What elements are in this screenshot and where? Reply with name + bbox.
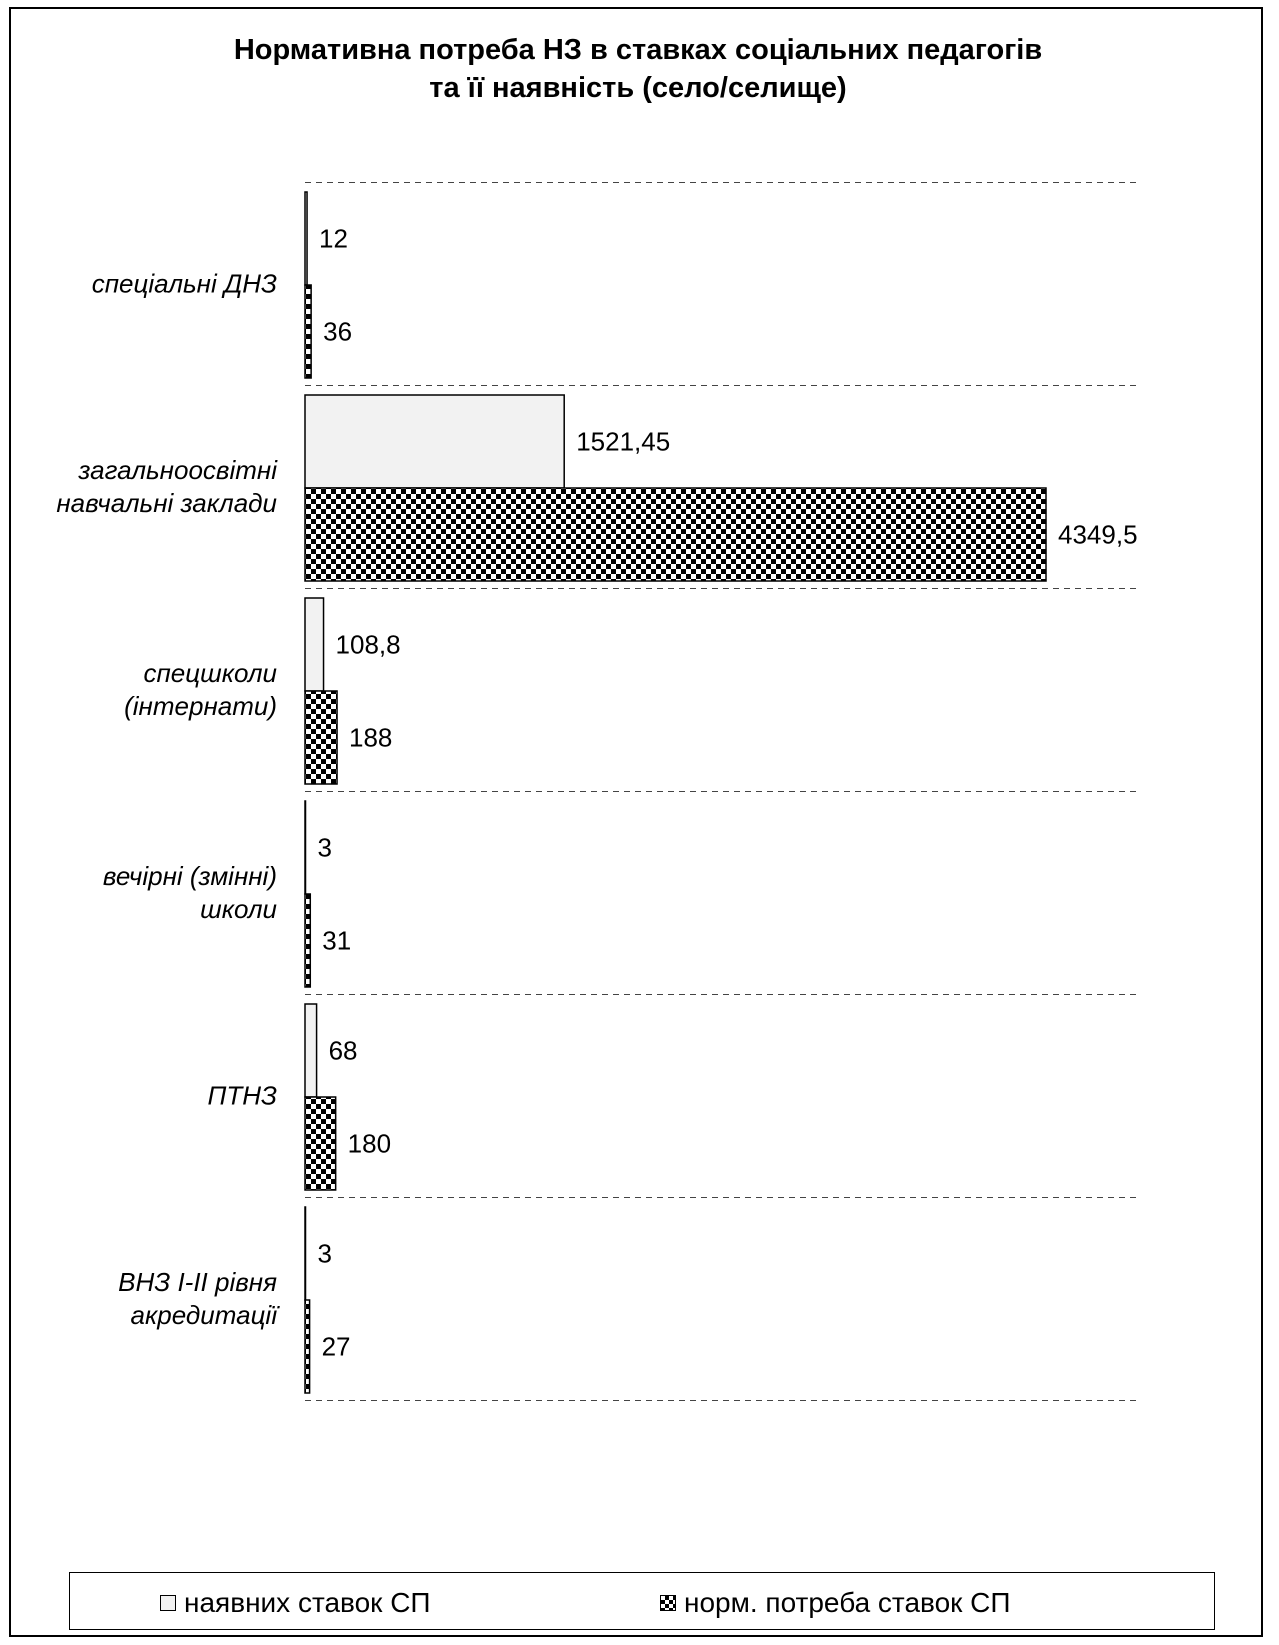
chart-title-line-2: та її наявність (село/селище) [429,72,847,104]
chart-title-line-1: Нормативна потреба НЗ в ставках соціальн… [233,34,1043,66]
category-label: (інтернати) [124,691,277,721]
data-label: 68 [329,1036,358,1066]
bar-norm [304,893,312,988]
category-label: спеціальні ДНЗ [92,269,277,299]
data-label: 3 [318,833,332,863]
data-label: 4349,5 [1058,520,1138,550]
chart-title: Нормативна потреба НЗ в ставках соціальн… [11,31,1265,107]
bar-norm [304,1299,311,1394]
legend-label-available: наявних ставок СП [184,1587,431,1618]
legend-swatch-norm [660,1594,676,1611]
bar-available [304,1003,318,1098]
bar-norm [304,1096,337,1191]
legend: наявних ставок СП норм. потреба ставок С… [69,1572,1215,1630]
data-label: 3 [318,1239,332,1269]
category-label: школи [200,894,277,924]
bar-available [304,597,325,692]
category-label: ПТНЗ [208,1081,277,1111]
legend-label-norm: норм. потреба ставок СП [684,1587,1011,1618]
category-label: навчальні заклади [56,488,277,518]
data-label: 108,8 [336,630,401,660]
data-label: 12 [319,224,348,254]
data-label: 36 [323,317,352,347]
chart-plot: 12 36 1521,45 4349,5 108,8 188 3 31 68 180 3 27 спе… [56,182,1138,1401]
data-label: 180 [348,1129,391,1159]
bar-available [304,394,565,489]
bar-norm [304,690,338,785]
chart-frame: Нормативна потреба НЗ в ставках соціальн… [9,7,1263,1637]
bar-available [304,800,307,895]
data-label: 1521,45 [576,427,670,457]
category-label: загальноосвітні [77,455,278,485]
legend-item-available: наявних ставок СП [160,1587,431,1619]
category-label: вечірні (змінні) [103,861,277,891]
data-label: 31 [322,926,351,956]
legend-item-norm: норм. потреба ставок СП [660,1587,1011,1619]
category-label: акредитації [131,1300,281,1330]
bar-available [304,191,308,286]
data-label: 27 [322,1332,351,1362]
data-label: 188 [349,723,392,753]
bar-norm [304,284,312,379]
legend-swatch-available [160,1594,176,1611]
category-label: ВНЗ І-ІІ рівня [118,1267,277,1297]
bar-available [304,1206,307,1301]
category-label: спецшколи [143,658,277,688]
bar-norm [304,487,1047,582]
